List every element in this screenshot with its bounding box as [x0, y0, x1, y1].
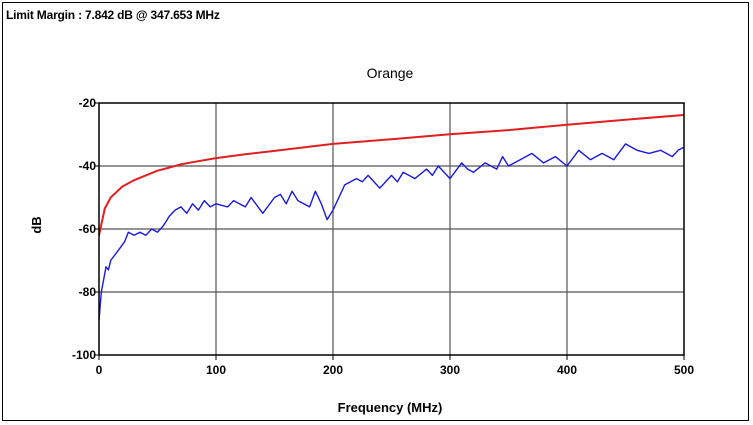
series-limit-line	[98, 114, 685, 236]
x-tick-label: 300	[440, 363, 460, 377]
x-axis-label: Frequency (MHz)	[338, 400, 443, 415]
series-group	[98, 114, 685, 321]
grid	[99, 103, 684, 355]
x-tick-label: 100	[206, 363, 226, 377]
ticks: 0 100 200 300 400 500 -20 -40 -60 -80 -100	[72, 96, 694, 377]
y-tick-label: -40	[79, 159, 97, 173]
y-tick-label: -80	[79, 285, 97, 299]
limit-margin-label: Limit Margin : 7.842 dB @ 347.653 MHz	[6, 8, 220, 22]
x-tick-label: 200	[323, 363, 343, 377]
y-axis-label: dB	[29, 216, 44, 233]
chart-frame	[2, 2, 749, 421]
chart-title: Orange	[367, 65, 414, 81]
y-tick-label: -20	[79, 96, 97, 110]
y-tick-label: -60	[79, 222, 97, 236]
y-tick-label: -100	[72, 348, 96, 362]
x-tick-label: 400	[557, 363, 577, 377]
series-measured-line	[98, 143, 685, 321]
x-tick-label: 0	[96, 363, 103, 377]
plot-area	[98, 102, 685, 356]
x-tick-label: 500	[674, 363, 694, 377]
